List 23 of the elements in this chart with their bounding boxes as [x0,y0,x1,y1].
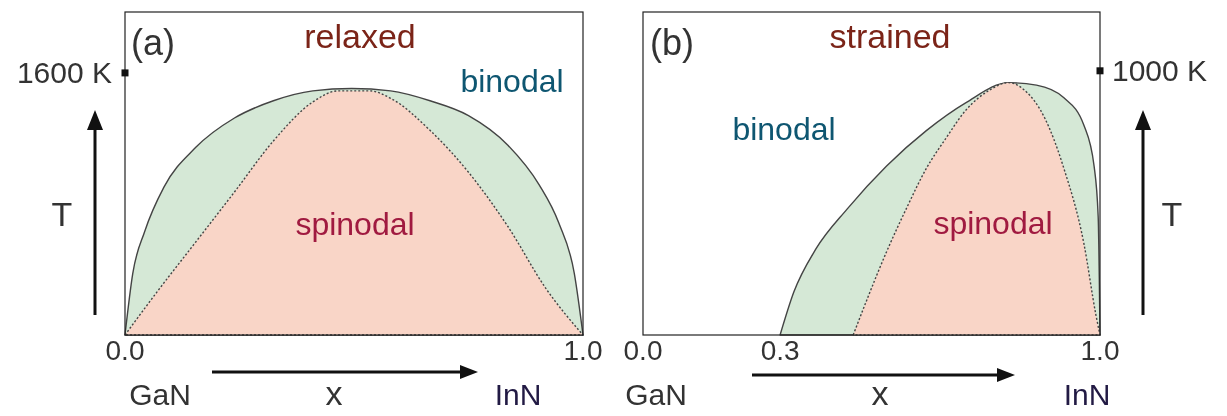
series-label: spinodal [295,206,415,242]
y-axis-title: T [51,195,73,233]
chart-title: relaxed [304,17,416,55]
text: InN [1063,378,1111,411]
series-label: spinodal [933,205,1053,241]
x-tick-label: 0.3 [760,335,800,366]
x-tick-label: 1.0 [563,335,603,366]
x-tick-label: 0.0 [623,335,663,366]
text: GaN [625,378,687,411]
x-axis-title: x [325,374,343,412]
text: (a) [131,22,175,63]
text: GaN [129,378,191,411]
x-tick-label: 1.0 [1080,335,1120,366]
text: 1000 K [1112,53,1208,87]
series-label: binodal [732,111,836,147]
text: (b) [650,22,694,63]
x-axis-title: x [871,374,889,412]
chart-title: strained [829,17,951,55]
y-axis-title: T [1161,195,1183,233]
text: InN [494,378,542,411]
x-tick-label: 0.0 [105,335,145,366]
text: 1600 K [16,55,112,89]
series-label: binodal [460,63,564,99]
